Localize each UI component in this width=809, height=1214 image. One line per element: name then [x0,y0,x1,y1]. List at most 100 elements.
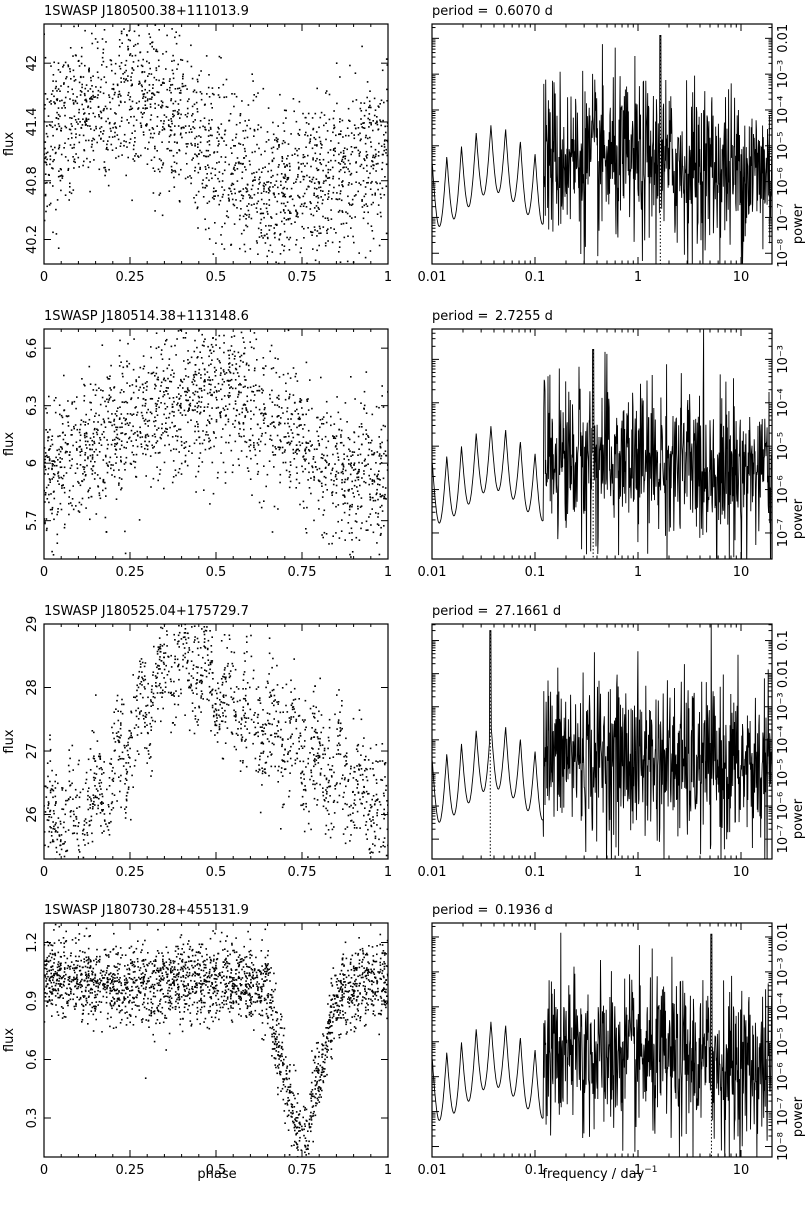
data-point [326,412,328,414]
data-point [211,461,214,464]
data-point [161,358,164,360]
data-point [371,453,373,456]
data-point [345,737,347,740]
data-point [61,448,63,450]
data-point [274,357,277,359]
data-point [351,488,353,490]
data-point [291,432,294,434]
periodogram-panel-1: period = 0.6070 d0.01 0.1 1 1010⁻⁸10⁻⁷10⁻⁶10… [418,4,806,285]
data-point [298,166,300,169]
data-point [238,375,240,378]
data-point [69,182,71,185]
data-point [263,188,265,190]
data-point [209,439,211,442]
data-point [84,87,87,90]
data-point [308,142,311,144]
data-point [115,708,117,710]
data-point [75,54,77,57]
data-point [268,249,270,252]
data-point [158,684,160,687]
data-point [171,60,173,62]
data-point [315,188,318,190]
data-point [360,138,362,140]
data-point [194,405,196,408]
data-point [286,236,288,239]
data-point [313,475,315,478]
data-point [211,167,214,170]
data-point [207,86,210,89]
data-point [131,132,133,134]
data-point [166,88,168,91]
data-point [343,490,346,492]
data-point [84,94,86,97]
data-point [339,118,341,120]
data-point [94,427,96,430]
data-point [208,122,210,125]
data-point [383,495,386,498]
data-point [67,65,70,68]
data-point [113,387,115,389]
data-point [79,439,81,442]
data-point [57,480,59,482]
data-point [359,764,362,767]
data-point [271,401,274,403]
data-point [125,174,127,177]
data-point [190,356,193,359]
data-point [138,376,140,378]
data-point [136,699,138,701]
data-point [70,123,73,125]
data-point [112,807,115,809]
data-point [56,111,58,114]
data-point [144,80,146,83]
data-point [295,215,298,218]
data-point [211,394,213,397]
data-point [211,393,213,396]
data-point [283,177,286,179]
data-point [192,392,194,394]
data-point [371,798,373,801]
data-point [383,194,386,196]
data-point [274,236,276,239]
data-point [228,119,230,122]
data-point [118,482,120,484]
data-point [44,157,46,160]
data-point [260,153,262,156]
data-point [136,411,139,414]
data-point [342,180,344,182]
data-point [74,119,77,121]
data-point [114,741,117,743]
data-point [310,738,312,740]
data-point [50,835,53,837]
data-point [170,165,173,168]
data-point [347,477,349,479]
data-point [267,139,270,141]
data-point [76,463,78,465]
data-point [44,458,46,461]
data-point [53,464,56,467]
data-point [139,366,142,369]
data-point [289,720,291,722]
data-point [55,397,57,399]
data-point [304,728,306,731]
data-point [146,704,149,707]
data-point [129,39,131,42]
data-point [184,461,186,463]
data-point [160,120,162,122]
data-point [368,264,370,266]
data-point [227,194,230,196]
x-tick-label: 10 [733,565,750,580]
data-point [183,647,186,649]
data-point [224,482,227,484]
data-point [247,104,250,106]
data-point [366,154,369,156]
data-point [248,364,250,367]
data-point [363,195,366,198]
data-point [100,111,103,114]
data-point [187,112,189,115]
data-point [91,143,93,146]
data-point [44,521,46,523]
data-point [345,785,347,788]
data-point [298,441,301,443]
data-point [47,439,49,442]
data-point [85,120,88,122]
